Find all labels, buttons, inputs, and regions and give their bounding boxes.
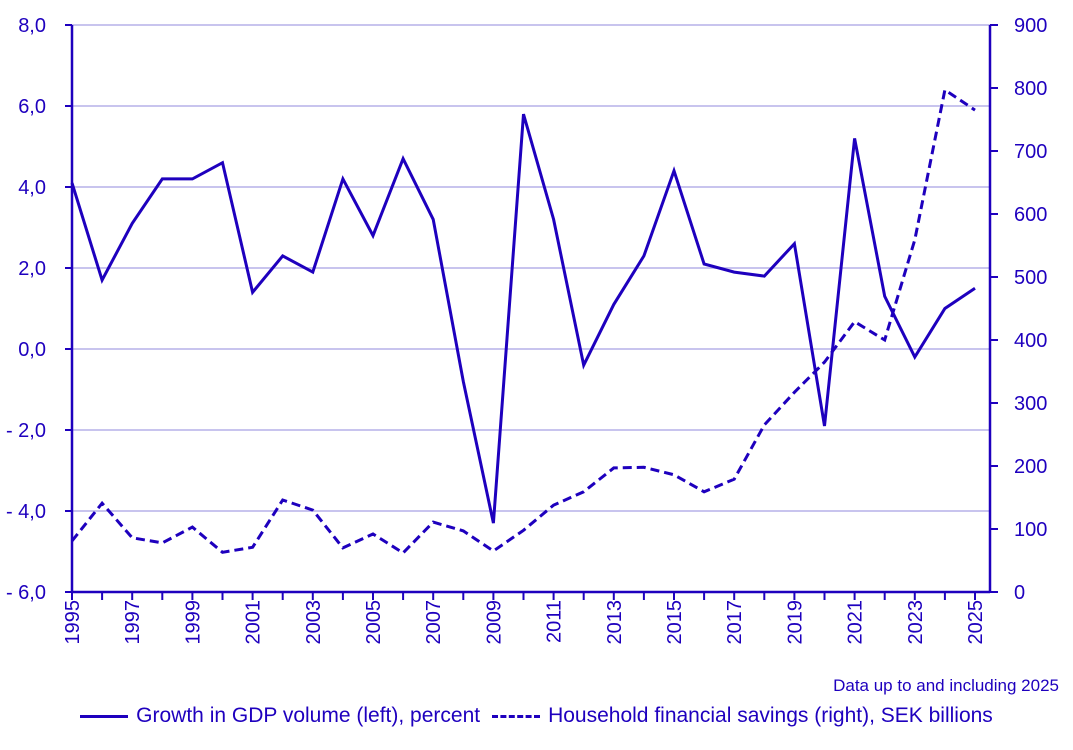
gridlines (72, 24, 990, 512)
legend-item-gdp: Growth in GDP volume (left), percent (80, 704, 480, 728)
x-axis-tick-label: 1995 (62, 600, 84, 645)
left-axis-tick-label: 2,0 (18, 258, 46, 280)
axes (65, 24, 998, 600)
right-axis-tick-label: 100 (1014, 519, 1047, 541)
left-axis-tick-label: - 6,0 (6, 582, 46, 604)
x-axis-tick-label: 2013 (604, 600, 626, 645)
gdp-growth-line (70, 113, 976, 524)
dashed-line-swatch-icon (492, 714, 541, 718)
right-axis-tick-label: 400 (1014, 330, 1047, 352)
right-axis-tick-label: 700 (1014, 141, 1047, 163)
left-axis-tick-label: 6,0 (18, 96, 46, 118)
x-axis-tick-label: 2015 (664, 600, 686, 645)
x-axis-tick-label: 1997 (122, 600, 144, 645)
chart-svg: 8,0 6,0 4,0 2,0 0,0 - 2,0 - 4,0 - 6,0 900 800 700 6… (6, 15, 1047, 645)
right-axis-tick-label: 200 (1014, 456, 1047, 478)
household-savings-line (70, 87, 976, 555)
series-lines (70, 87, 976, 555)
left-axis-tick-label: 0,0 (18, 339, 46, 361)
right-axis-tick-label: 0 (1014, 582, 1025, 604)
x-axis-tick-label: 2005 (363, 600, 385, 645)
x-axis-tick-label: 2017 (724, 600, 746, 645)
x-axis-tick-label: 2007 (423, 600, 445, 645)
left-axis-tick-label: - 2,0 (6, 420, 46, 442)
legend-label-savings: Household financial savings (right), SEK… (548, 704, 993, 727)
left-axis-tick-label: 4,0 (18, 177, 46, 199)
solid-line-swatch-icon (80, 714, 129, 718)
right-axis-tick-label: 600 (1014, 204, 1047, 226)
legend: Growth in GDP volume (left), percent Hou… (0, 704, 1073, 728)
x-axis-tick-label: 2023 (905, 600, 927, 645)
x-axis-tick-label: 2003 (303, 600, 325, 645)
tick-labels: 8,0 6,0 4,0 2,0 0,0 - 2,0 - 4,0 - 6,0 900 800 700 6… (6, 15, 1047, 645)
left-axis-tick-label: - 4,0 (6, 501, 46, 523)
left-axis-tick-label: 8,0 (18, 15, 46, 37)
x-axis-tick-label: 1999 (182, 600, 204, 645)
x-axis-tick-label: 2025 (965, 600, 987, 645)
x-axis-tick-label: 2021 (845, 600, 867, 645)
legend-label-gdp: Growth in GDP volume (left), percent (136, 704, 481, 727)
x-axis-tick-label: 2011 (544, 600, 566, 643)
x-axis-tick-label: 2009 (483, 600, 505, 645)
data-note: Data up to and including 2025 (833, 676, 1059, 695)
x-axis-tick-label: 2019 (784, 600, 806, 645)
legend-item-savings: Household financial savings (right), SEK… (492, 704, 993, 728)
right-axis-tick-label: 800 (1014, 78, 1047, 100)
x-axis-tick-label: 2001 (243, 600, 265, 645)
right-axis-tick-label: 900 (1014, 15, 1047, 37)
right-axis-tick-label: 500 (1014, 267, 1047, 289)
right-axis-tick-label: 300 (1014, 393, 1047, 415)
